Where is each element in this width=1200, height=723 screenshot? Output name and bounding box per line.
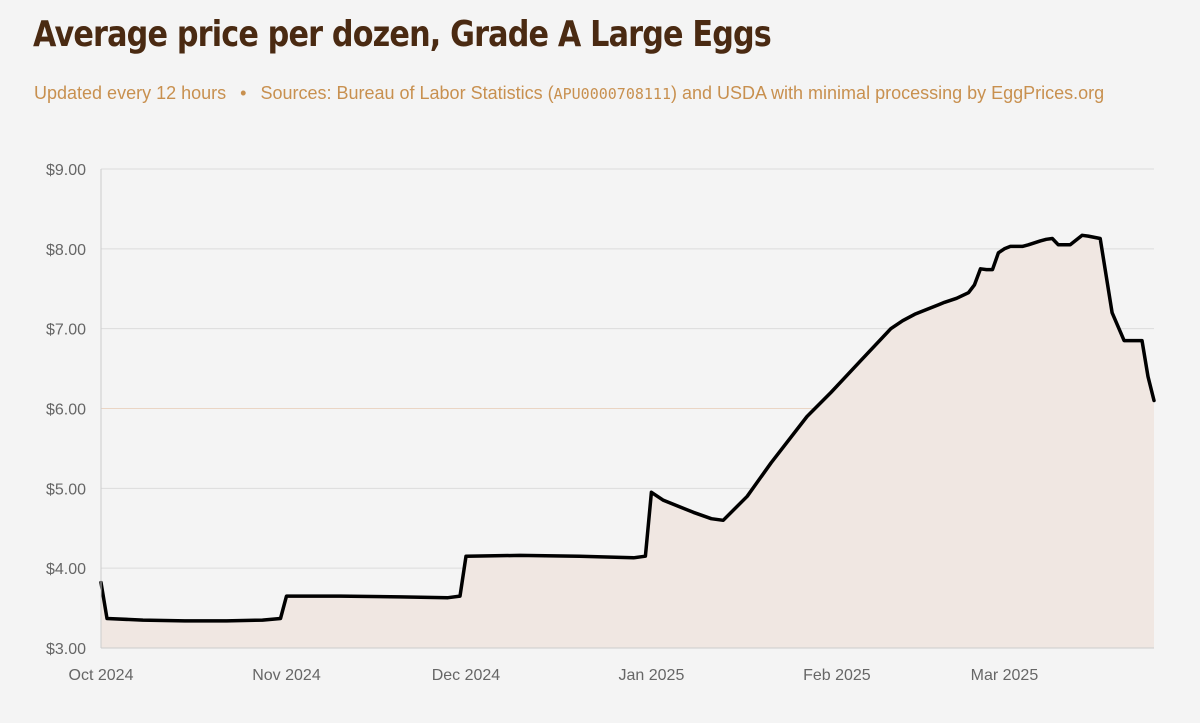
y-tick-label: $9.00 — [46, 162, 86, 179]
sources-suffix: ) and USDA with minimal processing by Eg… — [671, 83, 1105, 103]
price-area — [101, 235, 1154, 649]
axes — [100, 169, 1154, 649]
area-layer — [101, 235, 1154, 649]
y-tick-label: $3.00 — [46, 641, 86, 658]
separator-dot: • — [240, 83, 247, 103]
x-tick-label: Dec 2024 — [432, 667, 501, 684]
x-tick-label: Oct 2024 — [69, 667, 134, 684]
x-tick-label: Feb 2025 — [803, 667, 871, 684]
y-tick-label: $7.00 — [46, 322, 86, 339]
price-line — [99, 233, 1156, 623]
x-axis-tick-labels: Oct 2024 Nov 2024 Dec 2024 Jan 2025 Feb 2025… — [69, 667, 1039, 684]
y-tick-label: $6.00 — [46, 402, 86, 419]
y-tick-label: $5.00 — [46, 481, 86, 498]
y-tick-label: $4.00 — [46, 561, 86, 578]
y-tick-label: $8.00 — [46, 242, 86, 259]
chart-subtitle: Updated every 12 hours • Sources: Bureau o… — [34, 80, 1134, 108]
x-tick-label: Nov 2024 — [252, 667, 321, 684]
x-tick-label: Jan 2025 — [619, 667, 685, 684]
update-frequency-text: Updated every 12 hours — [34, 83, 227, 103]
x-tick-label: Mar 2025 — [971, 667, 1039, 684]
line-layer — [99, 233, 1156, 623]
y-axis-tick-labels: $9.00 $8.00 $7.00 $6.00 $5.00 $4.00 $3.00 — [46, 162, 86, 658]
chart-title: Average price per dozen, Grade A Large E… — [33, 14, 772, 55]
sources-prefix: Sources: Bureau of Labor Statistics ( — [260, 83, 554, 103]
bls-series-code: APU0000708111 — [553, 85, 671, 103]
